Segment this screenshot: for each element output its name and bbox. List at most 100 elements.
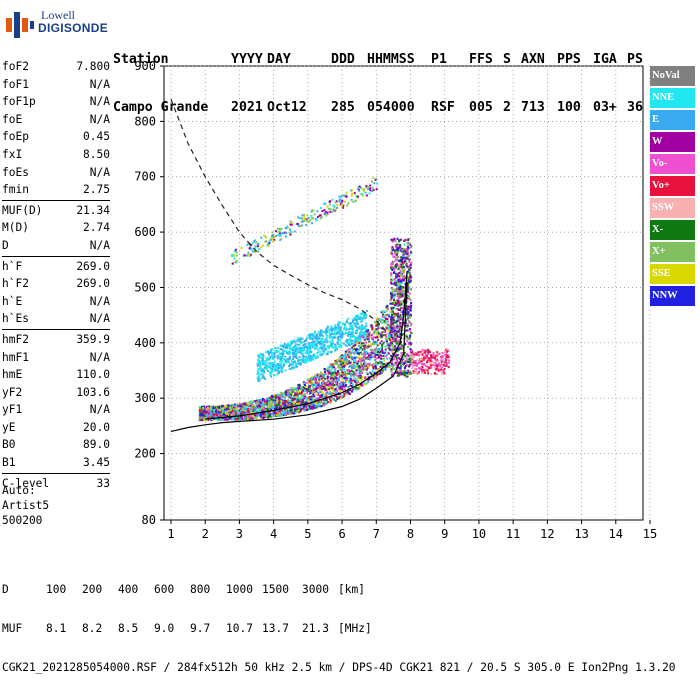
- echo-point: [370, 345, 372, 347]
- echo-point: [397, 340, 399, 342]
- echo-point: [292, 399, 294, 401]
- echo-point: [395, 340, 397, 342]
- echo-point: [409, 339, 411, 341]
- echo-point: [339, 387, 341, 389]
- echo-point: [335, 362, 337, 364]
- echo-point: [396, 371, 398, 373]
- echo-point: [245, 406, 247, 408]
- echo-point: [199, 406, 201, 408]
- echo-point: [410, 278, 412, 280]
- echo-point: [302, 358, 304, 360]
- echo-point: [365, 367, 367, 369]
- echo-point: [296, 362, 298, 364]
- echo-point: [269, 374, 271, 376]
- echo-point: [407, 311, 409, 313]
- echo-point: [408, 365, 410, 367]
- echo-point: [406, 340, 408, 342]
- echo-point: [347, 360, 349, 362]
- echo-point: [313, 376, 315, 378]
- echo-point: [304, 401, 306, 403]
- echo-point: [393, 299, 395, 301]
- echo-point: [393, 272, 395, 274]
- echo-point: [354, 319, 356, 321]
- echo-point: [225, 412, 227, 414]
- echo-point: [315, 405, 317, 407]
- echo-point: [371, 373, 373, 375]
- echo-point: [349, 348, 351, 350]
- echo-point: [399, 297, 401, 299]
- echo-point: [397, 293, 399, 295]
- echo-point: [338, 323, 340, 325]
- echo-point: [260, 416, 262, 418]
- echo-point: [307, 381, 309, 383]
- echo-point: [380, 358, 382, 360]
- echo-point: [344, 358, 346, 360]
- echo-point: [283, 394, 285, 396]
- echo-point: [318, 377, 320, 379]
- echo-point: [300, 399, 302, 401]
- echo-point: [284, 395, 286, 397]
- echo-point: [211, 405, 213, 407]
- echo-point: [297, 340, 299, 342]
- echo-point: [354, 357, 356, 359]
- echo-point: [356, 342, 358, 344]
- echo-point: [255, 408, 257, 410]
- x-tick-label: 7: [373, 527, 380, 541]
- echo-point: [396, 254, 398, 256]
- echo-point: [266, 403, 268, 405]
- echo-point: [315, 388, 317, 390]
- y-tick-label: 300: [134, 391, 156, 405]
- echo-point: [398, 285, 400, 287]
- echo-point: [272, 401, 274, 403]
- echo-point: [250, 403, 252, 405]
- echo-point: [346, 340, 348, 342]
- echo-point: [260, 373, 262, 375]
- echo-point: [276, 365, 278, 367]
- echo-point: [332, 389, 334, 391]
- echo-point: [361, 331, 363, 333]
- echo-point: [409, 342, 411, 344]
- echo-point: [390, 263, 392, 265]
- echo-point: [322, 343, 324, 345]
- echo-point: [249, 416, 251, 418]
- echo-point: [407, 355, 409, 357]
- echo-point: [322, 403, 324, 405]
- echo-point: [410, 305, 412, 307]
- echo-point: [287, 393, 289, 395]
- echo-point: [328, 347, 330, 349]
- echo-point: [264, 378, 266, 380]
- x-tick-label: 9: [441, 527, 448, 541]
- echo-point: [393, 313, 395, 315]
- echo-point: [327, 381, 329, 383]
- echo-point: [343, 328, 345, 330]
- echo-point: [322, 338, 324, 340]
- echo-point: [348, 381, 350, 383]
- echo-point: [355, 387, 357, 389]
- echo-point: [332, 342, 334, 344]
- echo-point: [362, 313, 364, 315]
- echo-point: [399, 324, 401, 326]
- echo-point: [338, 365, 340, 367]
- echo-point: [388, 335, 390, 337]
- echo-point: [396, 289, 398, 291]
- echo-point: [398, 302, 400, 304]
- echo-point: [355, 378, 357, 380]
- echo-point: [361, 320, 363, 322]
- echo-point: [353, 345, 355, 347]
- echo-point: [392, 311, 394, 313]
- echo-point: [340, 345, 342, 347]
- echo-point: [367, 356, 369, 358]
- echo-point: [406, 318, 408, 320]
- echo-point: [364, 337, 366, 339]
- echo-point: [354, 381, 356, 383]
- echo-point: [280, 392, 282, 394]
- echo-point: [334, 324, 336, 326]
- echo-point: [355, 352, 357, 354]
- echo-point: [337, 370, 339, 372]
- echo-point: [410, 288, 412, 290]
- echo-point: [312, 385, 314, 387]
- echo-point: [295, 396, 297, 398]
- echo-point: [387, 321, 389, 323]
- echo-point: [350, 375, 352, 377]
- echo-point: [341, 395, 343, 397]
